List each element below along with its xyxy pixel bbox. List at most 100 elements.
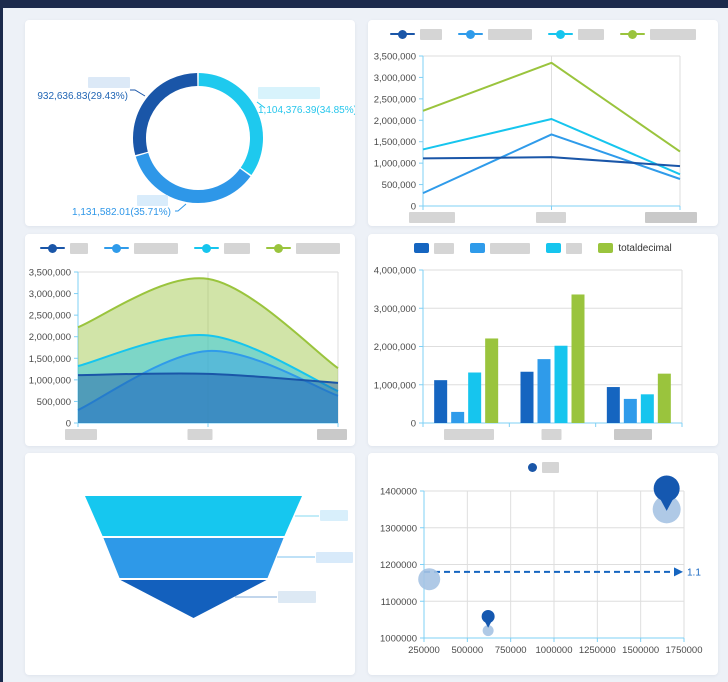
legend-square-marker-icon: [598, 243, 614, 253]
y-tick-label: 1400000: [380, 487, 417, 498]
pie-chart-panel: 1,104,376.39(34.85%) 1,131,582.01(35.71%)…: [25, 20, 355, 226]
legend-dot-icon: [112, 243, 121, 253]
funnel-label-redacted: [320, 510, 348, 521]
chart-legend: [368, 459, 718, 475]
legend-item[interactable]: [266, 242, 340, 254]
scatter-point[interactable]: [482, 625, 494, 637]
donut-slice[interactable]: [135, 152, 251, 203]
series-area-navy[interactable]: [78, 373, 338, 423]
y-tick-label: 2,000,000: [29, 332, 71, 343]
line-chart-panel: 3,500,000 3,000,000 2,500,000 2,000,000 1,50…: [368, 20, 718, 226]
funnel-level-2[interactable]: [103, 538, 284, 578]
slice-name-redacted: [88, 77, 130, 88]
series-area-cyan[interactable]: [78, 335, 338, 423]
bar-blue-cat1[interactable]: [451, 411, 465, 423]
funnel-level-1[interactable]: [85, 496, 302, 536]
x-tick-label: 1500000: [622, 645, 659, 656]
series-line-green[interactable]: [422, 61, 681, 153]
legend-line-marker-icon: [548, 29, 573, 39]
x-tick-label: 500000: [451, 645, 483, 656]
legend-item[interactable]: [104, 242, 178, 254]
y-tick-label: 3,500,000: [29, 268, 71, 279]
legend-item[interactable]: [546, 242, 583, 254]
legend-line-marker-icon: [40, 243, 65, 253]
series-area-line-cyan[interactable]: [77, 334, 339, 392]
bar-blue-cat2[interactable]: [537, 359, 551, 423]
y-tick-label: 3,500,000: [374, 52, 416, 63]
donut-slice[interactable]: [133, 73, 198, 156]
x-tick-label: 750000: [495, 645, 527, 656]
legend-item[interactable]: [527, 461, 559, 473]
legend-item[interactable]: [470, 242, 531, 254]
y-tick-label: 3,000,000: [374, 304, 416, 315]
legend-dot-icon: [274, 243, 283, 253]
slice-value-label: 1,104,376.39(34.85%): [258, 105, 355, 116]
funnel-chart-panel: [25, 453, 355, 675]
slice-name-redacted: [137, 195, 168, 206]
bar-navy-cat3[interactable]: [606, 387, 620, 423]
y-tick-label: 1000000: [380, 634, 417, 645]
legend-dot-icon: [48, 243, 57, 253]
funnel-label-redacted: [316, 552, 353, 563]
legend-line-marker-icon: [458, 29, 483, 39]
markline-label: 1.1: [687, 567, 701, 578]
scatter-chart: 1400000130000012000001100000100000025000…: [380, 475, 702, 656]
y-tick-label: 0: [411, 419, 416, 430]
series-area-line-navy[interactable]: [77, 372, 339, 384]
legend-label-redacted: [420, 28, 442, 40]
x-axis-label-redacted: [444, 429, 494, 440]
legend-item[interactable]: [548, 28, 604, 40]
pin-marker-icon[interactable]: [481, 610, 495, 624]
bar-cyan-cat1[interactable]: [468, 372, 482, 423]
y-tick-label: 1100000: [381, 597, 417, 608]
series-area-line-green[interactable]: [77, 277, 339, 370]
bar-cyan-cat2[interactable]: [554, 345, 568, 423]
funnel-level-3[interactable]: [120, 580, 267, 618]
bar-green-cat2[interactable]: [571, 294, 585, 423]
area-chart: 3,500,000 3,000,000 2,500,000 2,000,000 1,50…: [29, 268, 347, 440]
legend-dot-icon: [556, 29, 565, 39]
chart-legend: [25, 240, 355, 256]
series-line-navy[interactable]: [422, 156, 681, 168]
scatter-point[interactable]: [418, 568, 441, 591]
line-chart: 3,500,000 3,000,000 2,500,000 2,000,000 1,50…: [374, 52, 697, 223]
legend-dot-icon: [398, 29, 407, 39]
legend-item[interactable]: [458, 28, 532, 40]
bar-cyan-cat3[interactable]: [640, 394, 654, 423]
y-tick-label: 1,000,000: [374, 159, 416, 170]
legend-label-redacted: [578, 28, 604, 40]
donut-slice[interactable]: [198, 73, 263, 176]
legend-line-marker-icon: [266, 243, 291, 253]
scatter-chart-panel: 1400000 1300000 1200000 1100000 1000000 25000…: [368, 453, 718, 675]
slice-value-label: 1,131,582.01(35.71%): [72, 207, 171, 218]
legend-item[interactable]: totaldecimal: [598, 243, 672, 254]
series-line-cyan[interactable]: [422, 118, 681, 176]
x-tick-label: 1000000: [536, 645, 573, 656]
bar-green-cat3[interactable]: [657, 373, 671, 423]
legend-square-marker-icon: [546, 243, 562, 253]
y-tick-label: 0: [66, 419, 71, 430]
x-axis-label-redacted: [541, 429, 562, 440]
x-axis-label-redacted: [409, 212, 455, 223]
legend-label-redacted: [650, 28, 696, 40]
bar-navy-cat2[interactable]: [520, 371, 534, 423]
legend-dot-icon: [628, 29, 637, 39]
legend-item[interactable]: [40, 242, 88, 254]
y-tick-label: 500,000: [37, 397, 71, 408]
legend-circle-marker-icon: [527, 462, 537, 472]
markline-arrow-icon: [674, 567, 683, 577]
bar-green-cat1[interactable]: [485, 338, 499, 423]
legend-item[interactable]: [390, 28, 442, 40]
series-area-blue[interactable]: [78, 350, 338, 423]
bar-blue-cat3[interactable]: [623, 398, 637, 423]
legend-item[interactable]: [620, 28, 696, 40]
x-axis-label-redacted: [614, 429, 652, 440]
pin-marker-icon[interactable]: [653, 475, 680, 502]
y-tick-label: 2,000,000: [374, 116, 416, 127]
legend-item[interactable]: [194, 242, 250, 254]
legend-item[interactable]: [414, 242, 455, 254]
y-tick-label: 3,000,000: [374, 73, 416, 84]
bar-navy-cat1[interactable]: [434, 380, 448, 423]
y-tick-label: 1,500,000: [29, 354, 71, 365]
y-tick-label: 2,500,000: [29, 311, 71, 322]
